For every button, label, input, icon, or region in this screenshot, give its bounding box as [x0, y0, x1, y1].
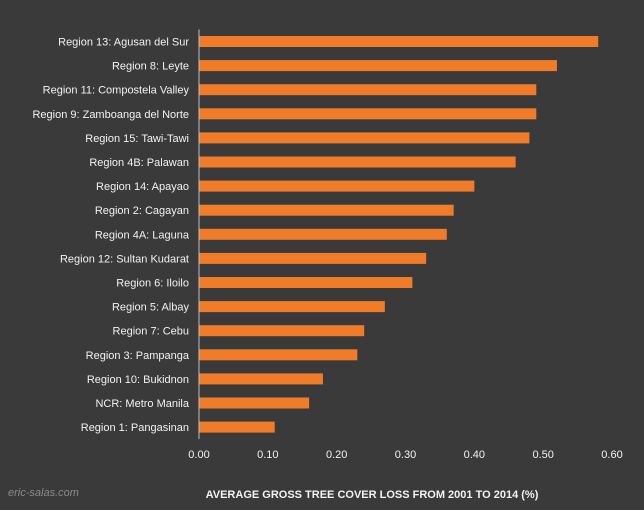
bar: [199, 373, 323, 385]
category-label: Region 4B: Palawan: [89, 157, 189, 169]
bar: [199, 156, 516, 168]
category-label: Region 14: Apayao: [96, 181, 189, 193]
x-tick-label: 0.10: [257, 449, 278, 461]
category-label: Region 8: Leyte: [112, 61, 189, 73]
category-label: Region 5: Albay: [112, 302, 190, 314]
x-tick-label: 0.00: [188, 449, 209, 461]
bar: [199, 60, 557, 72]
bar: [199, 84, 537, 96]
category-label: Region 10: Bukidnon: [87, 374, 189, 386]
x-tick-labels: 0.00 0.10 0.20 0.30 0.40 0.50 0.60: [188, 449, 622, 461]
bar: [199, 36, 599, 47]
category-label: Region 7: Cebu: [113, 326, 189, 338]
x-tick-label: 0.50: [532, 449, 553, 461]
category-labels: Region 13: Agusan del Sur Region 8: Leyte…: [32, 37, 189, 435]
category-label: Region 15: Tawi-Tawi: [85, 133, 189, 145]
bar: [199, 277, 413, 288]
bars: [199, 36, 599, 433]
bar: [199, 204, 454, 216]
x-tick-label: 0.60: [601, 449, 622, 461]
category-label: NCR: Metro Manila: [95, 398, 189, 410]
bar: [199, 228, 447, 240]
bar: [199, 132, 530, 144]
bar: [199, 421, 275, 433]
category-label: Region 11: Compostela Valley: [43, 85, 190, 97]
bar: [199, 180, 475, 192]
category-label: Region 1: Pangasinan: [81, 422, 189, 434]
bar: [199, 252, 427, 264]
x-tick-label: 0.40: [464, 449, 485, 461]
x-tick-label: 0.20: [326, 449, 347, 461]
x-tick-label: 0.30: [395, 449, 416, 461]
category-label: Region 6: Iloilo: [116, 278, 189, 290]
category-label: Region 12: Sultan Kudarat: [60, 253, 189, 265]
bar: [199, 108, 537, 120]
watermark: eric-salas.com: [8, 487, 79, 499]
bar: [199, 325, 365, 337]
bar: [199, 349, 358, 361]
bar: [199, 301, 385, 313]
x-axis-title: AVERAGE GROSS TREE COVER LOSS FROM 2001 …: [206, 489, 539, 501]
bar: [199, 397, 310, 409]
category-label: Region 3: Pampanga: [86, 350, 190, 362]
category-label: Region 4A: Laguna: [95, 229, 190, 241]
category-label: Region 13: Agusan del Sur: [58, 37, 189, 49]
category-label: Region 9: Zamboanga del Norte: [32, 109, 189, 121]
category-label: Region 2: Cagayan: [95, 205, 189, 217]
